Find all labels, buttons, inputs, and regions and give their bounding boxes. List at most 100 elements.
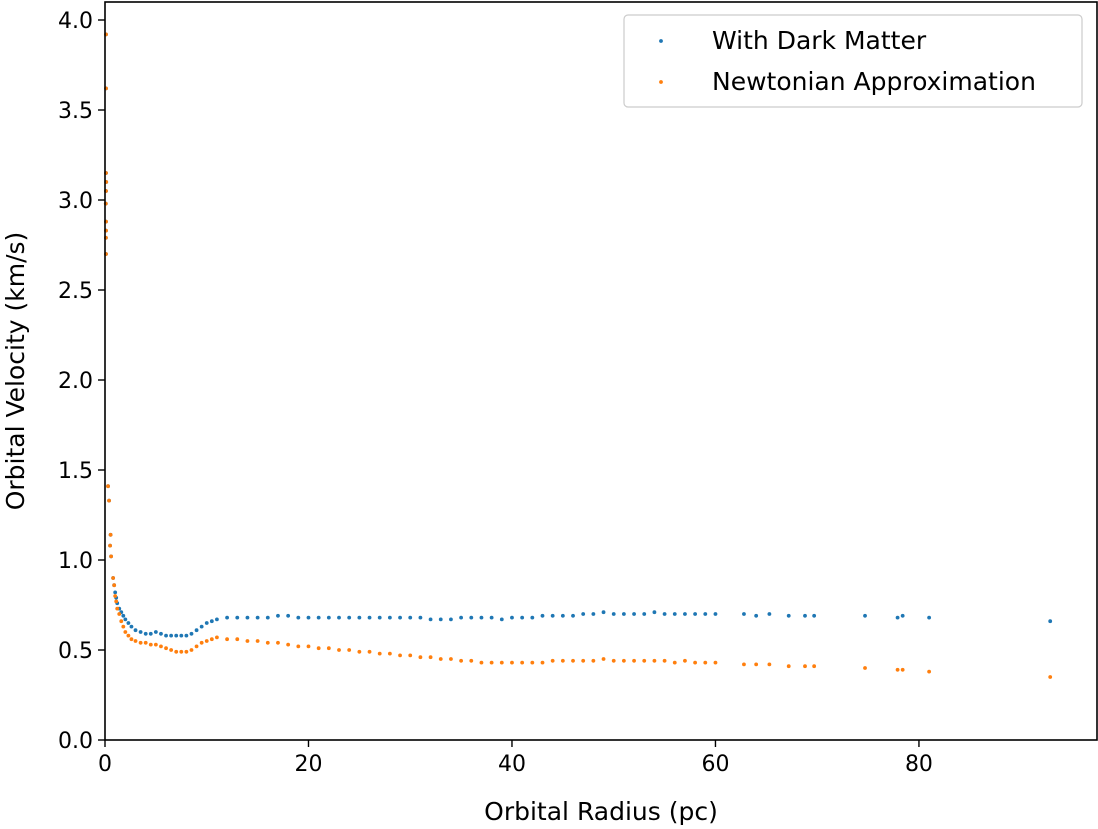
- data-point: [387, 651, 392, 656]
- data-point: [713, 612, 718, 616]
- x-tick-label: 60: [701, 752, 729, 777]
- data-point: [326, 646, 331, 651]
- data-point: [489, 660, 494, 665]
- data-point: [408, 615, 413, 620]
- data-point: [316, 615, 321, 620]
- data-point: [754, 662, 759, 667]
- data-point: [642, 658, 647, 663]
- data-point: [235, 615, 240, 620]
- y-axis-title: Orbital Velocity (km/s): [1, 232, 30, 511]
- data-point: [900, 667, 905, 672]
- data-point: [119, 619, 124, 624]
- data-point: [683, 612, 687, 616]
- data-point: [591, 658, 596, 663]
- data-point: [245, 615, 250, 620]
- data-point: [438, 657, 443, 661]
- x-tick-label: 40: [498, 752, 526, 777]
- data-point: [713, 660, 718, 665]
- data-point: [767, 612, 772, 616]
- data-point: [571, 658, 575, 663]
- data-point: [114, 599, 119, 604]
- data-point: [123, 630, 128, 634]
- data-point: [786, 613, 791, 618]
- y-tick-label: 3.5: [58, 99, 93, 124]
- data-point: [703, 612, 708, 616]
- data-point: [357, 615, 362, 620]
- legend-label-with-dark-matter: With Dark Matter: [712, 26, 927, 55]
- data-point: [169, 633, 174, 638]
- y-tick-label: 0.0: [58, 729, 93, 754]
- data-point: [123, 617, 128, 622]
- data-point: [895, 667, 900, 672]
- data-point: [742, 612, 746, 616]
- data-point: [863, 666, 867, 670]
- data-point: [540, 613, 545, 618]
- data-point: [255, 615, 260, 620]
- data-point: [296, 615, 301, 620]
- data-point: [164, 633, 168, 638]
- data-point: [459, 658, 463, 663]
- data-point: [672, 660, 677, 665]
- data-point: [245, 639, 250, 643]
- data-point: [111, 576, 116, 580]
- data-point: [107, 498, 111, 503]
- data-point: [153, 642, 158, 647]
- data-point: [662, 658, 667, 663]
- data-point: [113, 594, 118, 598]
- data-point: [143, 631, 148, 636]
- data-point: [591, 612, 596, 616]
- data-point: [276, 640, 280, 645]
- data-point: [255, 639, 260, 643]
- data-point: [571, 613, 575, 618]
- data-point: [276, 613, 280, 618]
- data-point: [179, 649, 184, 654]
- data-point: [235, 637, 240, 642]
- data-point: [174, 649, 179, 654]
- data-point: [108, 532, 113, 537]
- data-point: [296, 644, 301, 649]
- data-point: [863, 613, 867, 618]
- y-tick-label: 1.0: [58, 549, 93, 574]
- legend-marker-newtonian-approximation: [659, 80, 663, 84]
- data-point: [693, 612, 698, 616]
- data-point: [581, 612, 586, 616]
- x-axis-title: Orbital Radius (pc): [484, 797, 718, 826]
- data-point: [357, 649, 362, 654]
- data-point: [106, 484, 110, 489]
- x-tick-label: 80: [905, 752, 933, 777]
- data-point: [632, 612, 636, 616]
- data-point: [611, 612, 616, 616]
- data-point: [337, 648, 341, 652]
- data-point: [138, 640, 143, 645]
- data-point: [225, 615, 229, 620]
- legend-marker-with-dark-matter: [659, 39, 663, 43]
- data-point: [895, 615, 900, 620]
- data-point: [138, 630, 143, 634]
- data-point: [530, 660, 535, 665]
- data-point: [108, 543, 112, 548]
- data-point: [632, 658, 636, 663]
- data-point: [803, 664, 807, 669]
- data-point: [683, 658, 687, 663]
- data-point: [469, 658, 474, 663]
- data-point: [803, 613, 807, 618]
- data-point: [194, 644, 199, 649]
- data-point: [199, 640, 204, 645]
- data-point: [581, 658, 586, 663]
- data-point: [306, 644, 311, 649]
- data-point: [153, 630, 158, 634]
- plot-frame: [104, 1, 1098, 741]
- x-axis-ticks: 0 20 40 60 80: [98, 740, 933, 777]
- data-point: [209, 619, 214, 624]
- data-point: [469, 615, 474, 620]
- data-point: [174, 633, 179, 638]
- data-point: [121, 613, 126, 618]
- data-point: [927, 669, 932, 674]
- data-point: [159, 644, 163, 649]
- data-point: [812, 613, 817, 618]
- data-point: [204, 621, 209, 625]
- data-point: [621, 658, 626, 663]
- data-point: [652, 658, 657, 663]
- legend-box: [623, 14, 1083, 108]
